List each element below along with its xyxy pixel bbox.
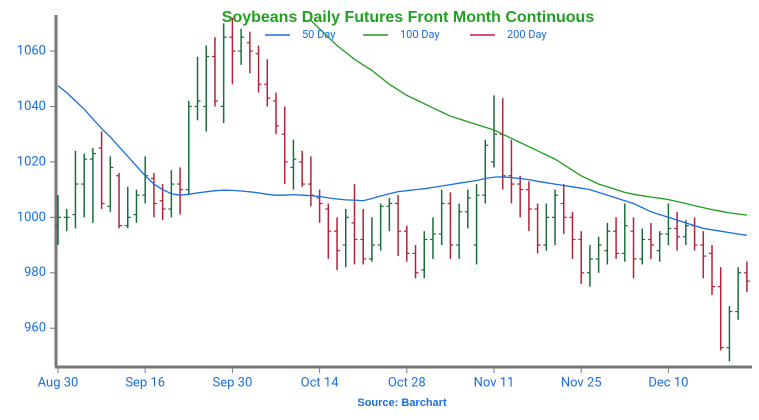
y-tick-label: 1060 [17, 43, 46, 58]
legend-label: 50 Day [302, 28, 336, 41]
x-tick-label: Oct 28 [388, 375, 426, 390]
source: Source: Barchart [357, 397, 447, 409]
x-tick-label: Sep 16 [125, 375, 165, 390]
y-tick-label: 980 [24, 265, 46, 280]
x-tick-label: Oct 14 [301, 375, 340, 390]
x-tick-label: Nov 25 [561, 375, 602, 390]
y-tick-label: 1040 [17, 99, 46, 114]
x-tick-label: Dec 10 [648, 375, 688, 390]
legend-label: 200 Day [507, 28, 547, 41]
x-tick-label: Aug 30 [38, 375, 79, 390]
y-tick-label: 1020 [17, 154, 46, 169]
x-tick-label: Nov 11 [474, 375, 515, 390]
chart-title: Soybeans Daily Futures Front Month Conti… [222, 9, 595, 26]
x-tick-label: Sep 30 [213, 375, 253, 390]
y-tick-label: 1000 [17, 210, 46, 225]
ma-line [310, 20, 747, 216]
y-tick-label: 960 [24, 321, 46, 336]
ma-line [57, 85, 747, 236]
legend-label: 100 Day [400, 28, 440, 41]
